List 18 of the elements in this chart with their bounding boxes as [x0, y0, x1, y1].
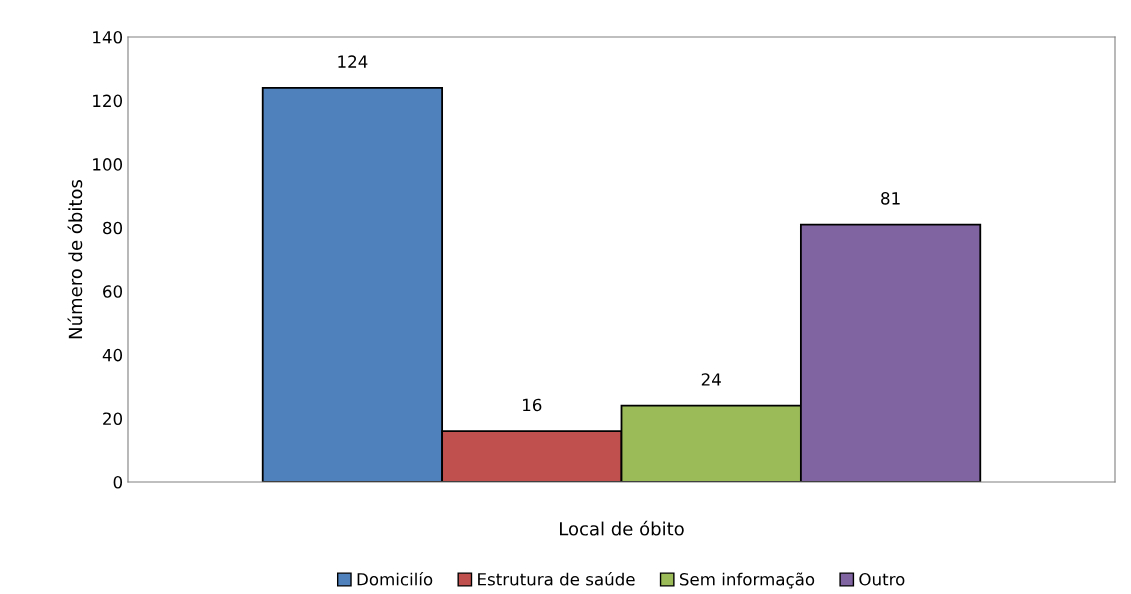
x-axis-title: Local de óbito	[560, 520, 684, 536]
y-tick-label: 140	[93, 30, 123, 44]
data-label: 124	[338, 55, 368, 68]
legend-label: Estrutura de saúde	[478, 572, 635, 586]
y-tick-label: 60	[103, 285, 123, 298]
legend-label: Domicilío	[357, 572, 433, 586]
y-tick-label: 20	[103, 412, 123, 425]
data-label: 81	[881, 192, 900, 205]
y-tick-label: 0	[113, 475, 123, 489]
y-tick-label: 40	[102, 348, 123, 362]
y-tick-label: 80	[103, 221, 123, 235]
legend-label: Sem informação	[679, 572, 815, 589]
legend-label: Outro	[859, 572, 905, 586]
y-axis-title: Número de óbitos	[67, 179, 83, 339]
data-label: 16	[523, 398, 542, 412]
data-label: 24	[701, 373, 721, 386]
y-tick-label: 100	[93, 158, 123, 171]
y-tick-label: 120	[93, 94, 123, 108]
